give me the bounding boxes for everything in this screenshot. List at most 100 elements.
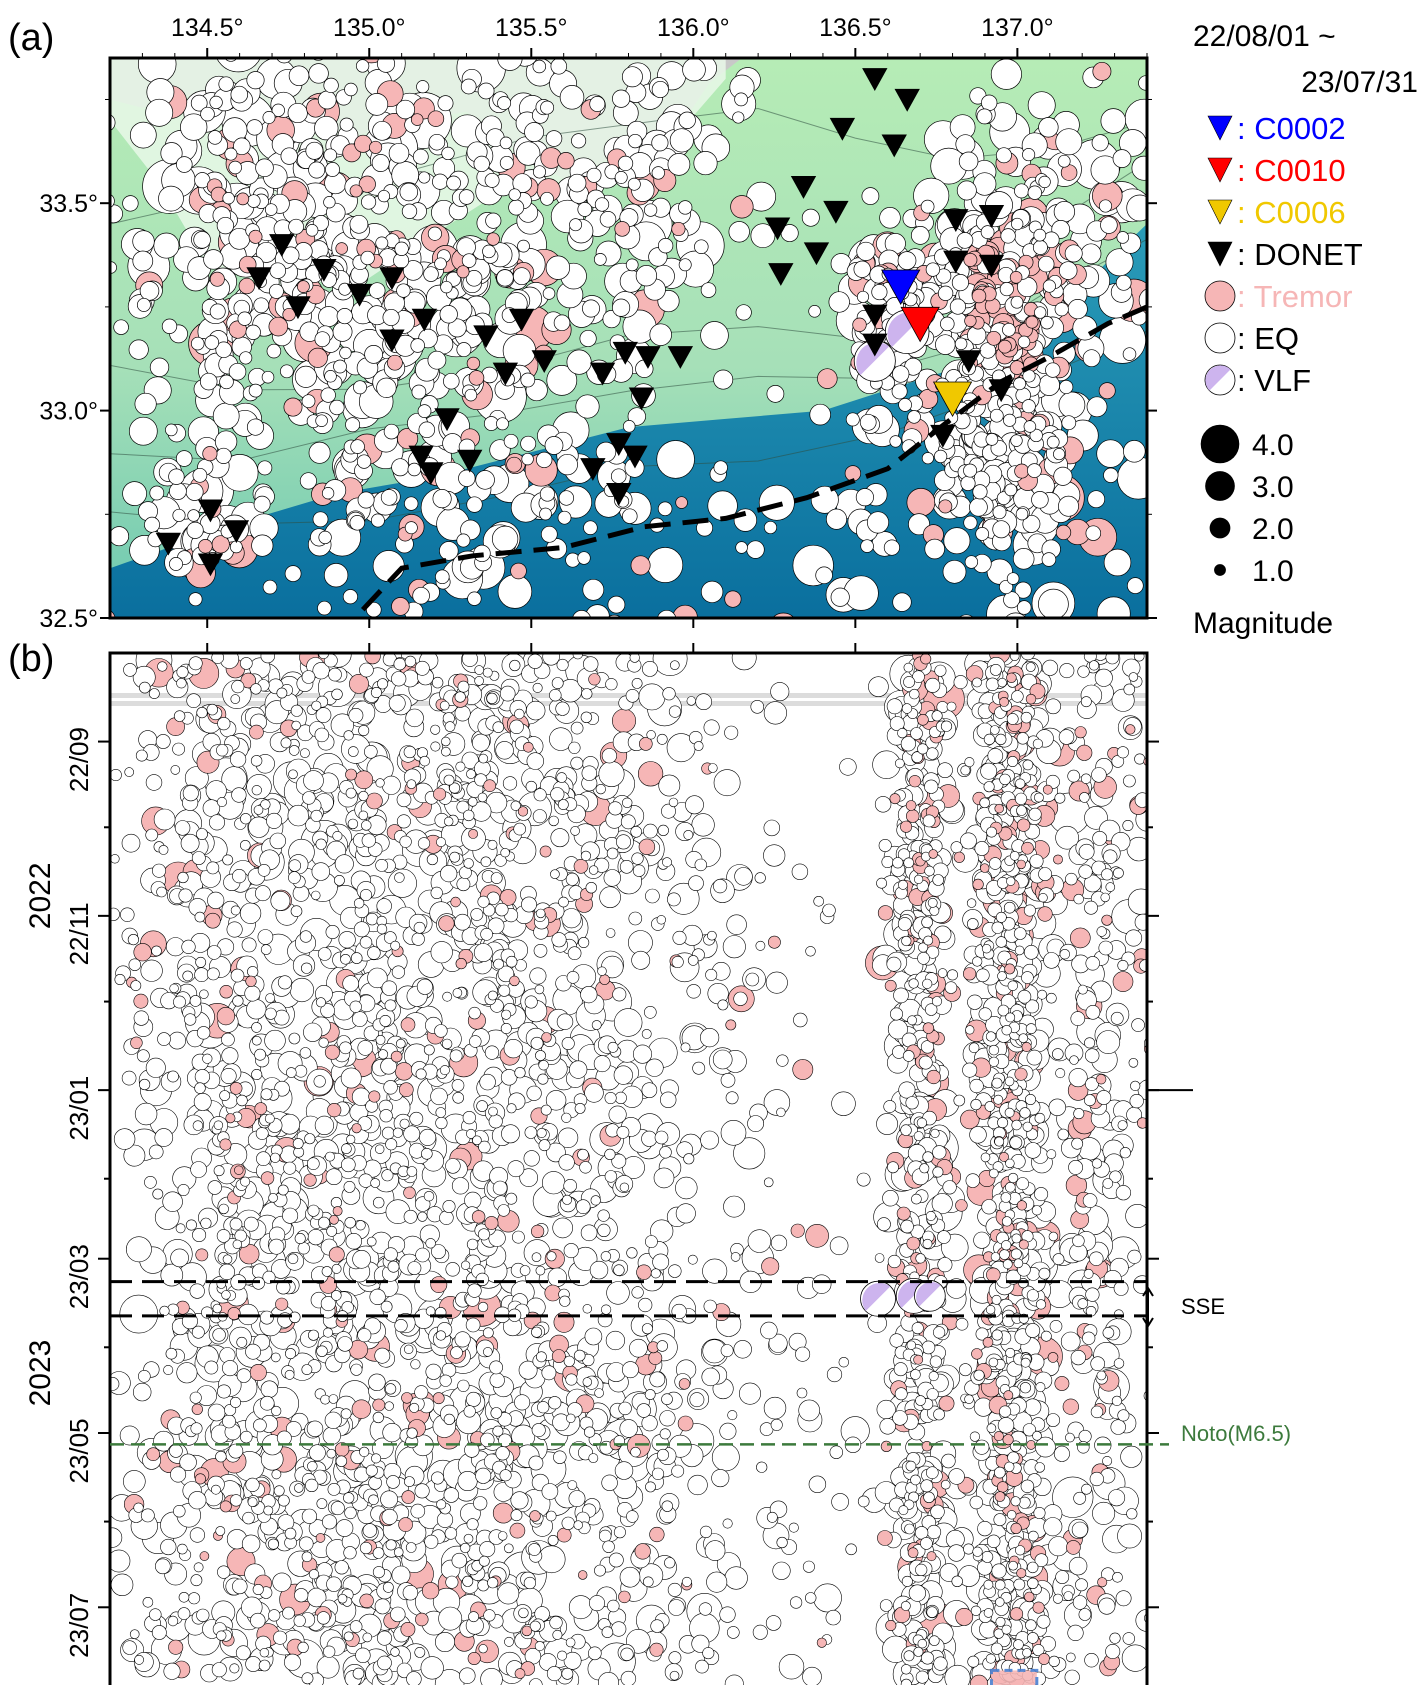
- eq-event: [696, 1660, 709, 1673]
- eq-event: [358, 492, 374, 508]
- eq-event: [1053, 448, 1064, 459]
- eq-event: [1068, 1625, 1084, 1641]
- eq-event: [472, 734, 489, 751]
- eq-event: [212, 1663, 226, 1677]
- eq-event: [442, 147, 455, 160]
- eq-event: [455, 1332, 470, 1347]
- eq-event: [465, 389, 477, 401]
- eq-event: [1095, 669, 1112, 686]
- eq-event: [880, 207, 901, 228]
- tremor-event: [329, 1247, 344, 1262]
- eq-event: [255, 886, 270, 901]
- eq-event: [383, 309, 399, 325]
- eq-event: [813, 1584, 841, 1612]
- eq-event: [439, 1607, 462, 1630]
- eq-event: [934, 450, 947, 463]
- eq-event: [133, 251, 153, 271]
- eq-event: [346, 1233, 362, 1249]
- panel-a-map: (a) 134.5° 135.0° 135.5° 136.0° 136.5° 137.0°…: [8, 14, 1164, 645]
- eq-event: [390, 1607, 405, 1622]
- eq-event: [468, 592, 482, 606]
- eq-event: [892, 384, 907, 399]
- eq-event: [734, 1340, 752, 1358]
- eq-event: [324, 149, 337, 162]
- eq-event: [963, 1063, 977, 1077]
- tremor-event: [205, 913, 220, 928]
- eq-event: [675, 1177, 697, 1199]
- tremor-event: [507, 457, 522, 472]
- eq-event: [302, 395, 315, 408]
- eq-event: [387, 1475, 400, 1488]
- tremor-event: [169, 1640, 183, 1654]
- eq-event: [419, 422, 435, 438]
- eq-event: [799, 1400, 820, 1421]
- eq-event: [225, 148, 237, 160]
- eq-event: [720, 1423, 736, 1439]
- eq-event: [221, 1068, 236, 1083]
- eq-event: [576, 395, 599, 418]
- eq-event: [615, 1462, 633, 1480]
- eq-event: [446, 1262, 460, 1276]
- eq-event: [1127, 195, 1153, 221]
- eq-event: [461, 79, 476, 94]
- eq-event: [721, 1073, 735, 1087]
- eq-event: [156, 734, 170, 748]
- eq-event: [568, 947, 581, 960]
- eq-event: [431, 941, 453, 963]
- tremor-event: [134, 994, 148, 1008]
- tremor-event: [631, 556, 650, 575]
- eq-event: [411, 1504, 425, 1518]
- eq-event: [559, 1155, 575, 1171]
- eq-event: [764, 702, 787, 725]
- eq-event: [959, 152, 978, 171]
- tremor-event: [1055, 1376, 1069, 1390]
- eq-event: [263, 111, 275, 123]
- eq-event: [1111, 1420, 1126, 1435]
- eq-event: [927, 1525, 941, 1539]
- tremor-event: [352, 1400, 371, 1419]
- eq-event: [602, 1475, 618, 1491]
- eq-event: [244, 1217, 258, 1231]
- eq-event: [832, 1092, 856, 1116]
- eq-event: [280, 365, 293, 378]
- eq-event: [308, 1229, 324, 1245]
- eq-event: [384, 424, 399, 439]
- eq-event: [557, 1014, 573, 1030]
- eq-event: [614, 1009, 642, 1037]
- eq-event: [751, 700, 764, 713]
- eq-event: [369, 283, 385, 299]
- eq-event: [1001, 229, 1016, 244]
- eq-event: [541, 192, 554, 205]
- eq-event: [552, 933, 566, 947]
- eq-event: [369, 1374, 386, 1391]
- eq-event: [135, 1103, 157, 1125]
- eq-event: [1011, 296, 1023, 308]
- eq-event: [1099, 1598, 1115, 1614]
- eq-event: [766, 972, 787, 993]
- eq-event: [1032, 491, 1049, 508]
- eq-event: [659, 775, 680, 796]
- eq-event: [540, 508, 552, 520]
- eq-event: [334, 360, 347, 373]
- eq-event: [146, 775, 162, 791]
- tremor-event: [635, 1544, 651, 1560]
- eq-event: [527, 1086, 542, 1101]
- eq-event: [359, 1174, 373, 1188]
- eq-event: [998, 1417, 1014, 1433]
- eq-event: [176, 451, 192, 467]
- eq-event: [964, 464, 977, 477]
- eq-event: [705, 1541, 725, 1561]
- eq-event: [154, 233, 179, 258]
- eq-event: [595, 198, 609, 212]
- eq-event: [679, 259, 691, 271]
- eq-event: [186, 483, 203, 500]
- eq-event: [496, 741, 514, 759]
- eq-event: [1056, 129, 1082, 155]
- eq-event: [1071, 1350, 1086, 1365]
- eq-event: [673, 931, 686, 944]
- eq-event: [266, 813, 281, 828]
- eq-event: [439, 542, 458, 561]
- eq-event: [294, 1588, 308, 1602]
- eq-event: [1047, 436, 1059, 448]
